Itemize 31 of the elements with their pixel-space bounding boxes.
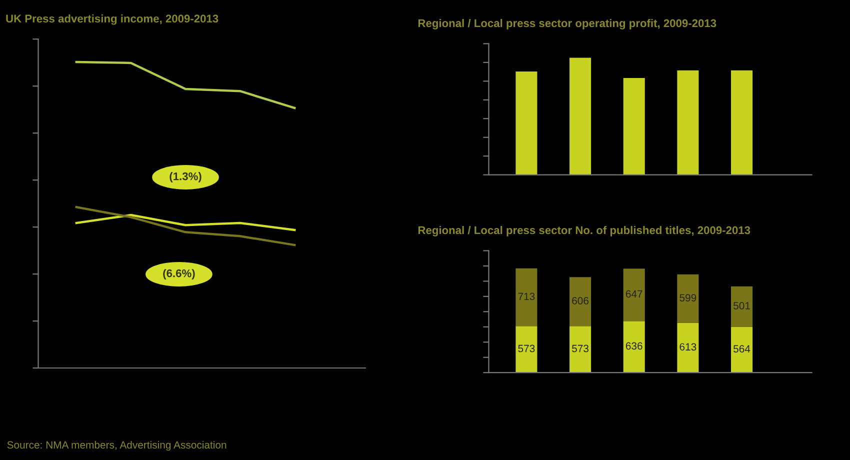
data-label: 606 [572, 297, 588, 304]
data-label: 647 [626, 290, 642, 298]
bar [570, 326, 592, 373]
bar [731, 326, 753, 373]
bar [731, 70, 753, 175]
bar [516, 71, 538, 175]
bar [570, 277, 592, 326]
data-label: 599 [680, 294, 696, 302]
bar [731, 286, 753, 327]
bar [677, 274, 699, 323]
bar [623, 78, 645, 175]
data-label: 573 [518, 344, 535, 352]
annotation: (1.3%) [170, 172, 202, 182]
bar [623, 268, 645, 322]
bar [677, 70, 699, 175]
data-label: 501 [733, 302, 750, 310]
source-note: Source: NMA members, Advertising Association [7, 440, 226, 451]
data-label: 573 [572, 344, 588, 352]
data-label: 636 [626, 342, 642, 350]
data-label: 713 [518, 292, 535, 300]
bar [516, 268, 538, 326]
bar [623, 321, 645, 373]
chart-title: Regional / Local press sector No. of published titles, 2009-2013 [418, 226, 750, 236]
bar [516, 326, 538, 373]
chart-title: Regional / Local press sector operating profit, 2009-2013 [418, 18, 716, 30]
data-label: 564 [733, 345, 750, 353]
chart-title: UK Press advertising income, 2009-2013 [6, 14, 218, 25]
data-label: 613 [680, 343, 696, 351]
bar [570, 58, 592, 175]
bar [677, 322, 699, 373]
annotation: (6.6%) [163, 269, 195, 280]
